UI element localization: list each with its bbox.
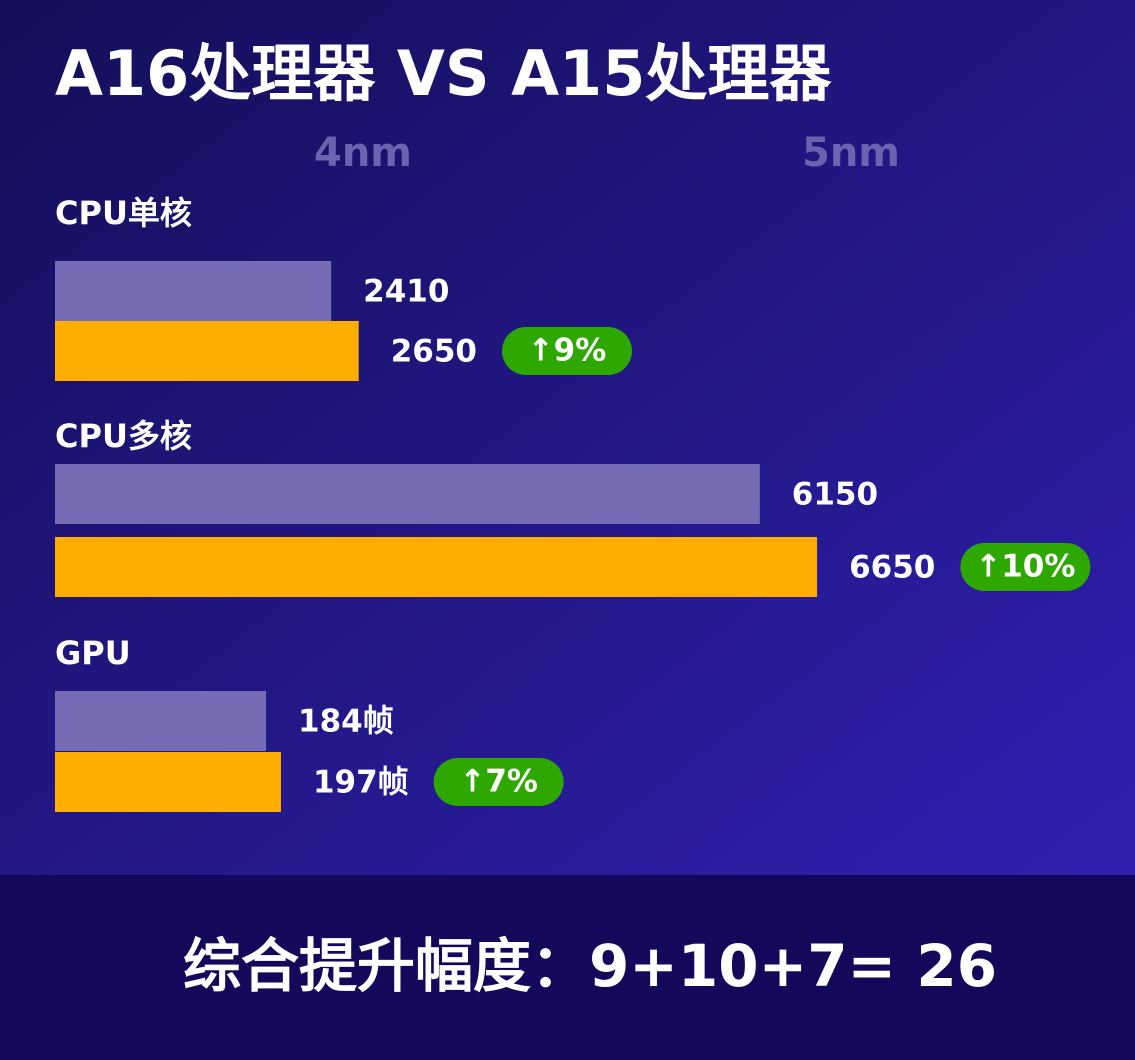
value-label: 2410 — [363, 274, 449, 310]
bar — [55, 752, 281, 812]
growth-badge — [960, 543, 1091, 591]
value-label: 6150 — [792, 477, 878, 513]
chart-title: CPU单核 — [55, 194, 192, 232]
bar — [55, 691, 267, 751]
value-label: 184帧 — [298, 704, 394, 740]
value-label: 2650 — [391, 334, 477, 370]
bar — [55, 321, 359, 381]
value-label: 6650 — [849, 550, 935, 586]
value-label: 197帧 — [313, 765, 409, 801]
process-label: 5nm — [802, 130, 900, 176]
chart-title: GPU — [55, 634, 131, 672]
growth-label: ↑9% — [528, 333, 607, 369]
bar — [55, 464, 760, 524]
process-label: 4nm — [314, 130, 412, 176]
footer-band — [0, 875, 1135, 1060]
growth-badge — [433, 758, 564, 806]
bar — [55, 261, 332, 321]
growth-label: ↑10% — [975, 549, 1075, 585]
growth-badge — [501, 327, 632, 375]
bar — [55, 537, 818, 597]
page-title: A16处理器 VS A15处理器 — [55, 37, 832, 110]
growth-label: ↑7% — [459, 764, 538, 800]
footer-text: 综合提升幅度：9+10+7= 26 — [183, 932, 997, 1000]
chart-title: CPU多核 — [55, 417, 192, 455]
